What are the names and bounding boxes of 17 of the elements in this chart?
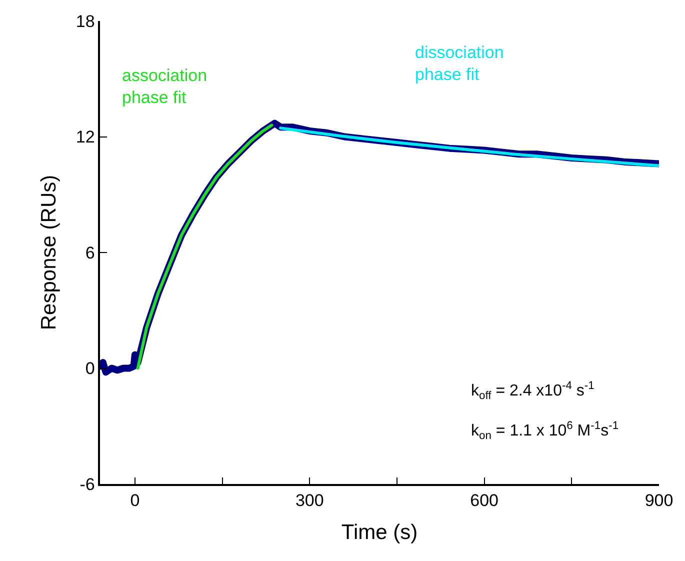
y-tick-label: 12 bbox=[76, 128, 95, 147]
y-tick-label: 18 bbox=[76, 12, 95, 31]
line-series bbox=[136, 124, 274, 370]
y-tick-label: 6 bbox=[85, 243, 95, 262]
annotation: k$_{on}$ = 1.1 x 10$^{6}$ M$^{-1}$s$^{-1}$ bbox=[471, 420, 619, 442]
text: association phase fit bbox=[122, 66, 208, 108]
annotation: k$_{off}$ = 2.4 x10$^{-4}$ s$^{-1}$ bbox=[471, 380, 594, 402]
x-tick-label: 300 bbox=[295, 491, 324, 510]
y-tick-label: -6 bbox=[80, 474, 95, 494]
y-tick-label: 0 bbox=[85, 359, 95, 378]
y-axis-title: Response (RUs) bbox=[38, 174, 61, 330]
x-tick-label: 0 bbox=[130, 491, 140, 510]
line-series bbox=[279, 126, 659, 168]
text: dissociation phase fit bbox=[415, 43, 504, 84]
x-tick-label: 600 bbox=[470, 491, 498, 510]
x-tick-label: 900 bbox=[644, 491, 674, 510]
x-axis-title: Time (s) bbox=[341, 520, 418, 544]
